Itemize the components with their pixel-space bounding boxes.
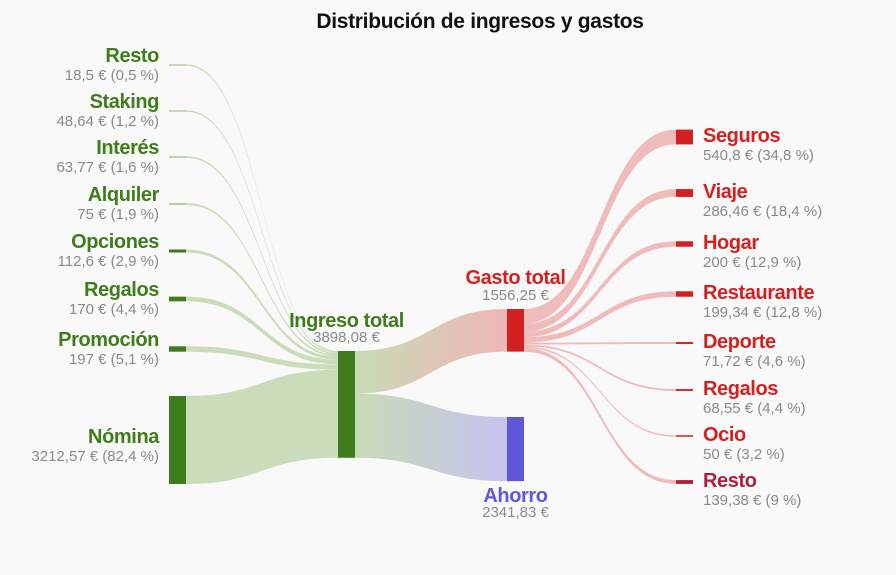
expense-value-2: 200 € (12,9 %)	[703, 254, 802, 271]
node-expense-0	[676, 129, 693, 145]
source-value-0: 18,5 € (0,5 %)	[64, 67, 159, 84]
expense-label-1: Viaje	[703, 181, 748, 203]
expense-value-6: 50 € (3,2 %)	[703, 446, 785, 463]
link-source-6	[186, 346, 338, 370]
link-source-5	[186, 296, 338, 365]
node-expense-6	[676, 435, 693, 437]
link-source-1	[186, 110, 338, 353]
node-source-6	[169, 346, 186, 352]
source-label-3: Alquiler	[87, 184, 160, 206]
source-label-1: Staking	[89, 91, 160, 113]
expense-label-2: Hogar	[703, 232, 759, 254]
source-label-6: Promoción	[58, 329, 159, 351]
expense-label-5: Regalos	[703, 378, 779, 400]
source-label-0: Resto	[105, 45, 159, 67]
expense-value-4: 71,72 € (4,6 %)	[703, 353, 806, 370]
link-income-expense	[355, 309, 507, 394]
node-saving	[507, 417, 524, 482]
node-income-total	[338, 351, 355, 458]
expense-label-4: Deporte	[703, 331, 776, 353]
link-expense-4	[524, 342, 676, 345]
link-source-0	[186, 64, 338, 352]
expense-value-1: 286,46 € (18,4 %)	[703, 203, 823, 220]
source-label-5: Regalos	[83, 279, 159, 301]
link-expense-1	[524, 189, 676, 332]
node-source-0	[169, 64, 186, 66]
source-label-2: Interés	[96, 137, 159, 159]
income-total-value: 3898,08 €	[313, 329, 380, 346]
expense-label-7: Resto	[703, 470, 757, 492]
expense-value-0: 540,8 € (34,8 %)	[703, 147, 814, 164]
node-expense-2	[676, 241, 693, 247]
node-source-1	[169, 110, 186, 112]
source-value-2: 63,77 € (1,6 %)	[56, 159, 159, 176]
link-income-saving	[355, 393, 507, 482]
node-source-2	[169, 156, 186, 158]
node-source-4	[169, 249, 186, 253]
node-expense-7	[676, 480, 693, 484]
expense-total-value: 1556,25 €	[482, 287, 549, 304]
node-expense-total	[507, 309, 524, 352]
node-expense-5	[676, 389, 693, 391]
expense-label-0: Seguros	[703, 125, 781, 147]
node-expense-3	[676, 291, 693, 297]
link-expense-2	[524, 241, 676, 338]
link-source-7	[186, 369, 338, 484]
source-value-1: 48,64 € (1,2 %)	[56, 113, 159, 130]
income-total-label: Ingreso total	[289, 310, 404, 332]
link-source-2	[186, 156, 338, 355]
link-expense-3	[524, 291, 676, 343]
node-source-5	[169, 296, 186, 302]
source-value-5: 170 € (4,4 %)	[68, 301, 159, 318]
chart-title: Distribución de ingresos y gastos	[316, 10, 644, 33]
node-source-3	[169, 202, 186, 206]
saving-value: 2341,83 €	[482, 504, 549, 521]
expense-value-7: 139,38 € (9 %)	[703, 492, 802, 509]
link-source-4	[186, 249, 338, 360]
link-source-3	[186, 202, 338, 357]
source-label-4: Opciones	[71, 231, 159, 253]
source-label-7: Nómina	[88, 426, 159, 448]
node-source-7	[169, 396, 186, 484]
source-value-3: 75 € (1,9 %)	[77, 206, 159, 223]
expense-total-label: Gasto total	[465, 267, 566, 289]
link-expense-0	[524, 129, 676, 324]
expense-label-6: Ocio	[703, 424, 746, 446]
saving-label: Ahorro	[483, 485, 548, 507]
source-value-7: 3212,57 € (82,4 %)	[31, 448, 159, 465]
expense-value-3: 199,34 € (12,8 %)	[703, 304, 823, 321]
node-expense-1	[676, 189, 693, 197]
source-value-6: 197 € (5,1 %)	[68, 351, 159, 368]
expense-value-5: 68,55 € (4,4 %)	[703, 400, 806, 417]
expense-label-3: Restaurante	[703, 282, 815, 304]
source-value-4: 112,6 € (2,9 %)	[57, 253, 159, 270]
link-expense-6	[524, 346, 676, 437]
link-expense-7	[524, 347, 676, 484]
link-expense-5	[524, 344, 676, 391]
node-expense-4	[676, 342, 693, 344]
